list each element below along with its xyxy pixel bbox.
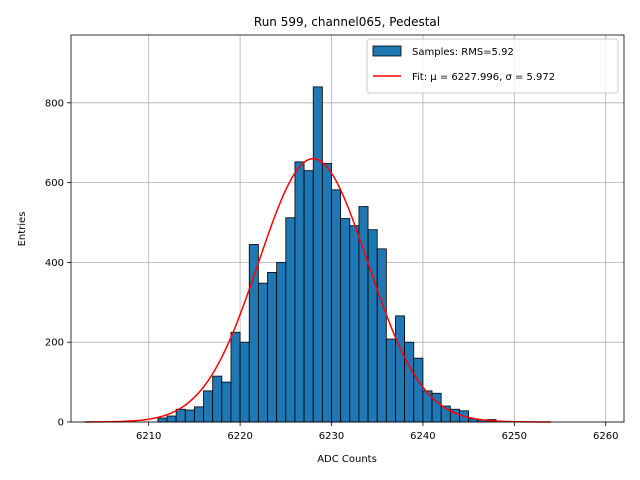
histogram-bar <box>413 357 424 423</box>
histogram-bar <box>385 338 396 423</box>
y-tick-label: 0 <box>58 418 64 429</box>
x-tick-label: 6230 <box>319 431 344 442</box>
legend-swatch-histogram <box>372 45 402 57</box>
x-tick-label: 6220 <box>227 431 252 442</box>
histogram-bar <box>230 331 241 423</box>
histogram-bar <box>404 341 415 423</box>
x-axis-title: ADC Counts <box>317 454 377 465</box>
histogram-bar <box>212 375 223 423</box>
histogram-bar <box>349 225 360 423</box>
histogram-bar <box>221 381 232 423</box>
histogram-bar <box>331 189 342 423</box>
histogram-bar <box>431 392 442 423</box>
x-tick-label: 6240 <box>410 431 435 442</box>
y-tick-label: 200 <box>45 338 64 349</box>
histogram-bar <box>367 229 378 423</box>
histogram-bar <box>184 409 195 423</box>
histogram-bar <box>157 417 168 423</box>
plot-frame <box>70 34 625 423</box>
histogram-bar <box>175 408 186 423</box>
histogram-bar <box>276 262 287 423</box>
histogram-bar <box>285 217 296 423</box>
histogram-bar <box>303 170 314 423</box>
gaussian-fit-curve <box>84 157 551 423</box>
legend-label-fit: Fit: μ = 6227.996, σ = 5.972 <box>412 72 555 83</box>
histogram-bar <box>257 282 268 423</box>
x-tick-label: 6260 <box>593 431 618 442</box>
histogram-bar <box>294 161 305 423</box>
histogram-bar <box>376 248 387 423</box>
x-tick-label: 6210 <box>136 431 161 442</box>
histogram-bar <box>203 390 214 423</box>
chart-title: Run 599, channel065, Pedestal <box>254 15 440 29</box>
axis-ticks: 6210 6220 6230 6240 6250 6260 0 200 400 600 800 <box>45 98 619 442</box>
histogram-bar <box>321 163 332 423</box>
y-axis-title: Entries <box>17 212 28 247</box>
legend-box <box>366 38 619 94</box>
histogram-bar <box>239 341 250 423</box>
histogram-bar <box>395 315 406 423</box>
y-tick-label: 600 <box>45 178 64 189</box>
histogram-bar <box>312 86 323 423</box>
y-tick-label: 800 <box>45 98 64 109</box>
y-tick-label: 400 <box>45 258 64 269</box>
histogram-bar <box>193 406 204 423</box>
legend: Samples: RMS=5.92 Fit: μ = 6227.996, σ =… <box>366 38 619 94</box>
histogram-bar <box>248 244 259 423</box>
histogram-bar <box>166 415 177 423</box>
histogram-bars <box>157 86 497 423</box>
legend-label-histogram: Samples: RMS=5.92 <box>412 47 514 58</box>
fit-curve-layer <box>84 157 551 423</box>
histogram-bar <box>340 218 351 423</box>
histogram-bar <box>267 271 278 423</box>
x-tick-label: 6250 <box>502 431 527 442</box>
